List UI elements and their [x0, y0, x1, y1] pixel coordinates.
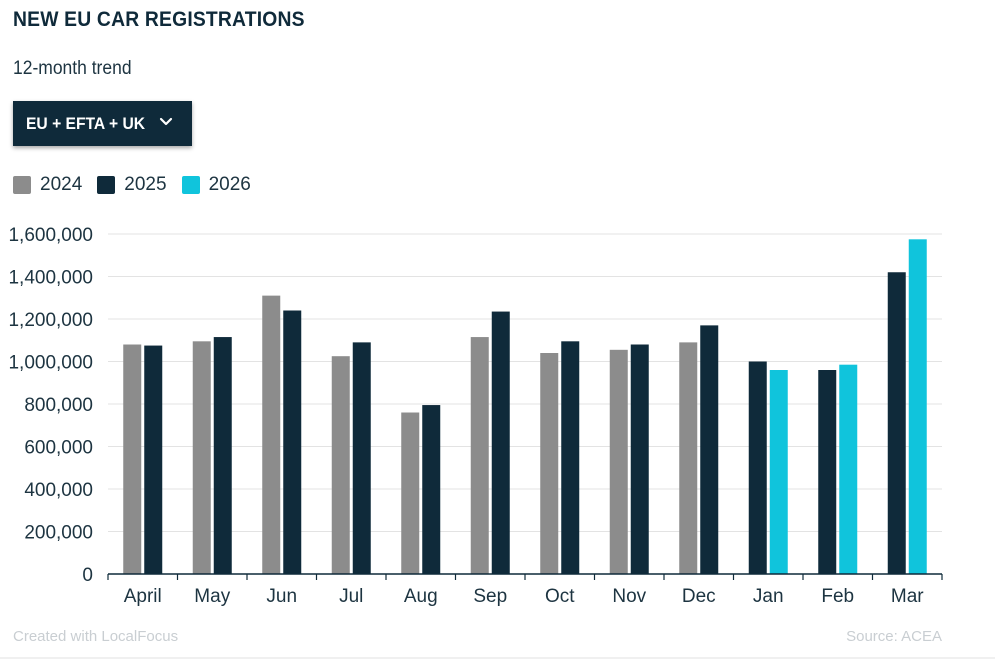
- bar-2025-jul: [352, 342, 371, 574]
- x-tick-label: May: [194, 586, 230, 607]
- legend-item-2026[interactable]: 2026: [181, 174, 251, 196]
- bar-2026-feb: [839, 364, 858, 574]
- y-tick-label: 800,000: [24, 395, 93, 416]
- bar-2025-aug: [422, 405, 441, 574]
- bar-2025-mar: [887, 272, 906, 574]
- y-tick-label: 1,400,000: [8, 268, 93, 289]
- bar-2025-jun: [283, 310, 302, 574]
- footer-credit[interactable]: Created with LocalFocus: [13, 628, 179, 645]
- bar-2025-feb: [818, 370, 837, 574]
- y-tick-label: 1,600,000: [8, 225, 93, 246]
- y-tick-label: 1,200,000: [8, 310, 93, 331]
- y-tick-label: 600,000: [24, 438, 93, 459]
- footer-source: Source: ACEA: [846, 628, 942, 645]
- bar-2024-sep: [470, 337, 489, 574]
- bar-2024-jul: [331, 356, 350, 574]
- legend-label-2026: 2026: [208, 174, 251, 195]
- bar-2025-nov: [630, 344, 649, 574]
- bar-2024-april: [123, 344, 142, 574]
- chart-subtitle: 12-month trend: [13, 58, 132, 79]
- bottom-divider: [0, 657, 995, 659]
- legend-item-2024[interactable]: 2024: [13, 174, 82, 196]
- y-tick-label: 200,000: [24, 523, 93, 544]
- legend-swatch-2026: [181, 176, 200, 194]
- x-tick-label: Feb: [821, 586, 854, 607]
- bar-2025-dec: [700, 325, 719, 574]
- x-tick-label: Jul: [339, 586, 363, 607]
- bar-2024-aug: [401, 412, 420, 574]
- y-tick-label: 1,000,000: [8, 353, 93, 374]
- bar-2026-jan: [769, 370, 788, 574]
- x-tick-label: April: [124, 586, 162, 607]
- bar-2025-may: [213, 337, 232, 574]
- chart-title: NEW EU CAR REGISTRATIONS: [13, 8, 305, 31]
- region-dropdown[interactable]: EU + EFTA + UK: [13, 101, 192, 146]
- chevron-down-icon: [159, 117, 173, 126]
- legend-swatch-2025: [97, 176, 116, 194]
- legend-label-2025: 2025: [124, 174, 167, 195]
- x-tick-label: Mar: [891, 586, 924, 607]
- legend-item-2025[interactable]: 2025: [97, 174, 167, 196]
- chart-legend: 2024 2025 2026: [13, 174, 266, 196]
- bar-2024-dec: [679, 342, 698, 574]
- bar-2025-april: [144, 345, 163, 574]
- x-tick-label: Aug: [404, 586, 438, 607]
- legend-swatch-2024: [13, 176, 31, 194]
- bar-2025-sep: [491, 311, 510, 574]
- bar-2024-nov: [609, 349, 628, 574]
- x-tick-label: Sep: [473, 586, 507, 607]
- x-tick-label: Nov: [612, 586, 646, 607]
- x-tick-label: Oct: [545, 586, 575, 607]
- bar-2024-may: [192, 341, 211, 574]
- x-tick-label: Jan: [753, 586, 784, 607]
- y-tick-label: 400,000: [24, 480, 93, 501]
- bar-2024-oct: [540, 353, 559, 574]
- x-tick-label: Dec: [682, 586, 716, 607]
- region-dropdown-label: EU + EFTA + UK: [26, 113, 146, 133]
- bar-2025-jan: [748, 361, 767, 574]
- legend-label-2024: 2024: [40, 174, 83, 195]
- bar-2025-oct: [561, 341, 580, 574]
- y-tick-label: 0: [82, 565, 93, 586]
- x-tick-label: Jun: [266, 586, 297, 607]
- bar-2026-mar: [908, 239, 927, 574]
- bar-2024-jun: [262, 295, 281, 574]
